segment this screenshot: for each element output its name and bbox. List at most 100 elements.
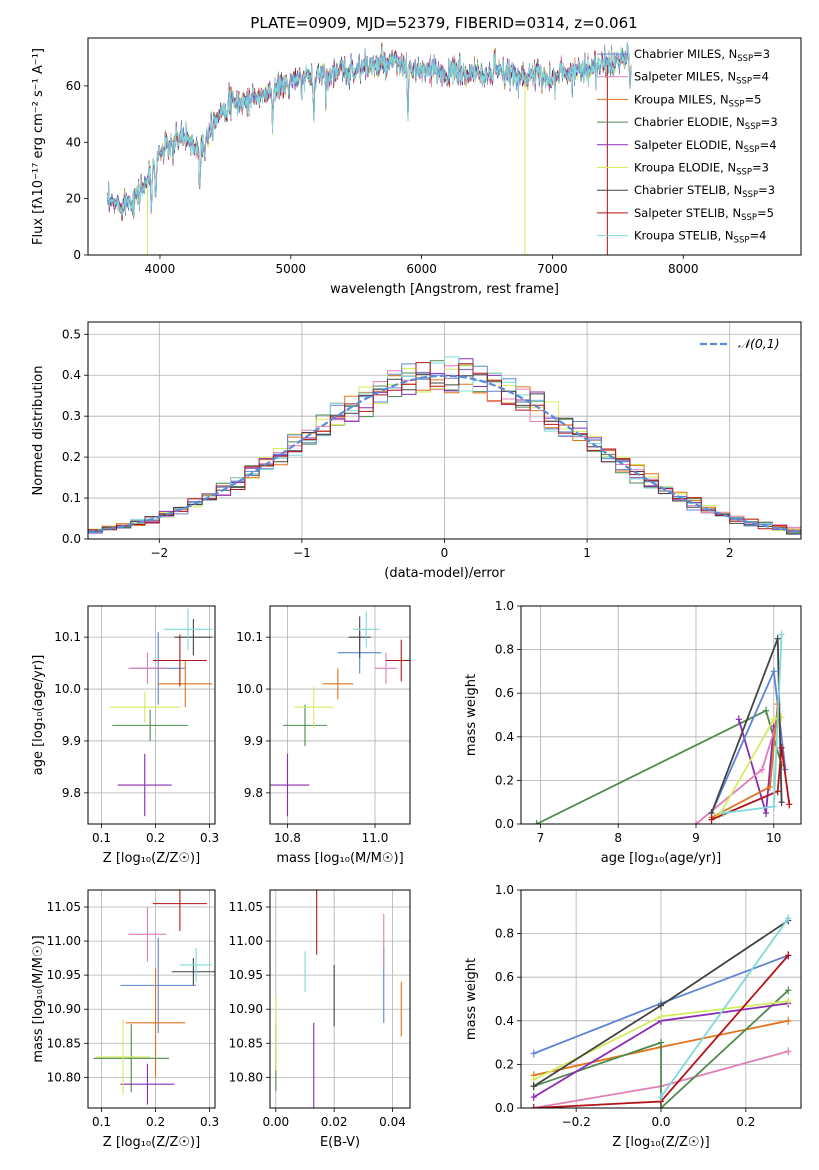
legend-label-chabrier_miles: Chabrier MILES, NSSP=3: [634, 47, 770, 64]
age_vs_Z-axes: 0.1 0.2 0.3 9.8 9.9 10.0 10.1 Z [log₁₀(Z/Z☉)] ag…: [31, 606, 219, 866]
massweight_vs_age-series-kroupa_stelib: [723, 634, 783, 814]
mass_vs_Z-ytick-label: 10.80: [47, 1070, 81, 1084]
residuals-xtick-label: −2: [150, 546, 168, 560]
mass_vs_ebv-xtick-label: 0.02: [321, 1115, 348, 1129]
age_vs_mass-ytick-label: 9.9: [244, 734, 263, 748]
residuals-xtick-label: −1: [293, 546, 311, 560]
massweight_vs_Z-xlabel: Z [log₁₀(Z/Z☉)]: [612, 1135, 709, 1150]
age_vs_mass-ytick-label: 10.0: [236, 682, 263, 696]
legend-label-tail: =3: [753, 47, 770, 61]
age_vs_Z-point-salpeter_stelib: [152, 634, 207, 687]
mass_vs_Z-point-salpeter_miles: [128, 907, 167, 962]
mass_vs_ebv-ytick-label: 10.90: [229, 1002, 263, 1016]
mass_vs_Z-point-salpeter_stelib: [152, 890, 207, 931]
spectrum-xtick-label: 6000: [406, 262, 437, 276]
age_vs_mass-ytick-label: 10.1: [236, 630, 263, 644]
massweight_vs_Z-ytick-label: 0.8: [495, 927, 514, 941]
legend-label-sub: SSP: [734, 236, 750, 246]
mass_vs_Z-xtick-label: 0.2: [146, 1115, 165, 1129]
age_vs_Z-xtick-label: 0.3: [200, 831, 219, 845]
spectrum-line-kroupa_stelib: [107, 42, 632, 217]
age_vs_Z-point-kroupa_elodie: [109, 691, 180, 723]
mass_vs_Z-ytick-label: 11.00: [47, 934, 81, 948]
residuals-ytick-label: 0.3: [62, 409, 81, 423]
residuals-xtick-label: 2: [726, 546, 734, 560]
spectrum-ylabel: Flux [fλ10⁻¹⁷ erg cm⁻² s⁻¹ A⁻¹]: [31, 48, 46, 245]
legend-label-text: Chabrier MILES, N: [634, 47, 737, 61]
massweight_vs_age-xlabel: age [log₁₀(age/yr)]: [601, 851, 722, 866]
gaussian-curve: [88, 374, 801, 533]
massweight_vs_age-ytick-label: 0.2: [495, 773, 514, 787]
spectrum-frame: [87, 37, 802, 256]
gauss-legend-label: 𝒩(0,1): [738, 336, 780, 351]
legend-label-salpeter_stelib: Salpeter STELIB, NSSP=5: [634, 206, 774, 223]
legend-label-kroupa_elodie: Kroupa ELODIE, NSSP=3: [634, 161, 769, 178]
legend-label-sub: SSP: [741, 213, 757, 223]
age_vs_Z-point-chabrier_stelib: [174, 618, 213, 656]
figure-title: PLATE=0909, MJD=52379, FIBERID=0314, z=0…: [250, 14, 637, 32]
massweight_vs_age-xtick-label: 10: [766, 831, 781, 845]
legend-label-sub: SSP: [744, 145, 760, 155]
spectrum-xtick-label: 5000: [276, 262, 307, 276]
residuals-ylabel: Normed distribution: [31, 366, 46, 496]
massweight_vs_Z-axes: −0.2 0.0 0.2 0.0 0.2 0.4 0.6 0.8 1.0 Z [log₁₀(Z/Z…: [464, 883, 801, 1150]
massweight_vs_age-ytick-label: 0.0: [495, 817, 514, 831]
legend-label-tail: =4: [760, 138, 777, 152]
legend-label-tail: =4: [752, 70, 769, 84]
residuals-ytick-label: 0.5: [62, 327, 81, 341]
massweight_vs_age-series-salpeter_stelib: [711, 747, 791, 821]
legend-label-sub: SSP: [737, 54, 753, 64]
massweight_vs_age-frame: [520, 605, 802, 825]
legend-label-kroupa_stelib: Kroupa STELIB, NSSP=4: [634, 229, 766, 246]
massweight_vs_Z-ytick-label: 0.4: [495, 1014, 514, 1028]
legend-label-tail: =5: [744, 92, 761, 106]
legend-label-text: Chabrier ELODIE, N: [634, 115, 745, 129]
age_vs_mass-xtick-label: 11.0: [362, 831, 389, 845]
age_vs_mass-point-chabrier_elodie: [283, 704, 327, 747]
age_vs_mass-point-kroupa_elodie: [294, 686, 334, 728]
age_vs_Z-point-chabrier_elodie: [112, 709, 188, 741]
legend-label-salpeter_miles: Salpeter MILES, NSSP=4: [634, 70, 769, 87]
mass_vs_Z-point-kroupa_stelib: [179, 947, 213, 982]
mass_vs_Z-point-salpeter_elodie: [120, 1063, 175, 1105]
massweight_vs_Z-xtick-label: −0.2: [562, 1115, 591, 1129]
mass_vs_Z-ytick-label: 10.85: [47, 1036, 81, 1050]
age_vs_Z-point-salpeter_miles: [128, 652, 167, 684]
massweight_vs_age-xtick-label: 7: [537, 831, 545, 845]
massweight_vs_Z-series-chabrier_elodie: [533, 989, 789, 1108]
spectrum-ytick-label: 40: [66, 135, 81, 149]
legend-label-chabrier_stelib: Chabrier STELIB, NSSP=3: [634, 183, 775, 200]
age_vs_Z-xtick-label: 0.1: [92, 831, 111, 845]
mass_vs_ebv-xtick-label: 0.04: [379, 1115, 406, 1129]
legend-label-sub: SSP: [736, 168, 752, 178]
residuals-ytick-label: 0.0: [62, 532, 81, 546]
mass_vs_Z-xtick-label: 0.1: [92, 1115, 111, 1129]
age_vs_Z-ytick-label: 10.0: [54, 682, 81, 696]
spectrum-ytick-label: 0: [73, 248, 81, 262]
legend-label-text: Salpeter STELIB, N: [634, 206, 741, 220]
legend-label-text: Chabrier STELIB, N: [634, 183, 742, 197]
residuals-axes: −2 −1 0 1 2 0.0 0.1 0.2 0.3 0.4 0.5 (data-model)/er…: [31, 322, 801, 581]
massweight_vs_Z-ylabel: mass weight: [464, 958, 479, 1040]
residuals-frame: [87, 321, 802, 540]
mass_vs_Z-point-chabrier_elodie: [93, 1024, 170, 1093]
age_vs_mass-xlabel: mass [log₁₀(M/M☉)]: [276, 851, 403, 866]
legend-label-text: Kroupa ELODIE, N: [634, 161, 736, 175]
mass_vs_ebv-axes: 0.00 0.02 0.04 10.80 10.85 10.90 10.95 11.00 11.…: [229, 890, 410, 1150]
age_vs_mass-axes: 10.8 11.0 9.8 9.9 10.0 10.1 mass [log₁₀(M/M☉)]: [236, 606, 410, 866]
mass_vs_Z-point-kroupa_elodie: [96, 1019, 151, 1095]
mass_vs_Z-point-kroupa_miles: [125, 968, 186, 1078]
massweight_vs_age-ytick-label: 0.4: [495, 730, 514, 744]
residuals-xlabel: (data-model)/error: [384, 566, 505, 581]
spectrum-ytick-label: 60: [66, 79, 81, 93]
spectrum-ytick-label: 20: [66, 192, 81, 206]
mass_vs_ebv-ytick-label: 11.00: [229, 934, 263, 948]
legend-label-salpeter_elodie: Salpeter ELODIE, NSSP=4: [634, 138, 777, 155]
mass_vs_ebv-ytick-label: 10.80: [229, 1070, 263, 1084]
legend-label-text: Kroupa STELIB, N: [634, 229, 734, 243]
mass_vs_ebv-ytick-label: 11.05: [229, 900, 263, 914]
residuals-ytick-label: 0.1: [62, 491, 81, 505]
age_vs_Z-point-kroupa_miles: [158, 660, 213, 708]
